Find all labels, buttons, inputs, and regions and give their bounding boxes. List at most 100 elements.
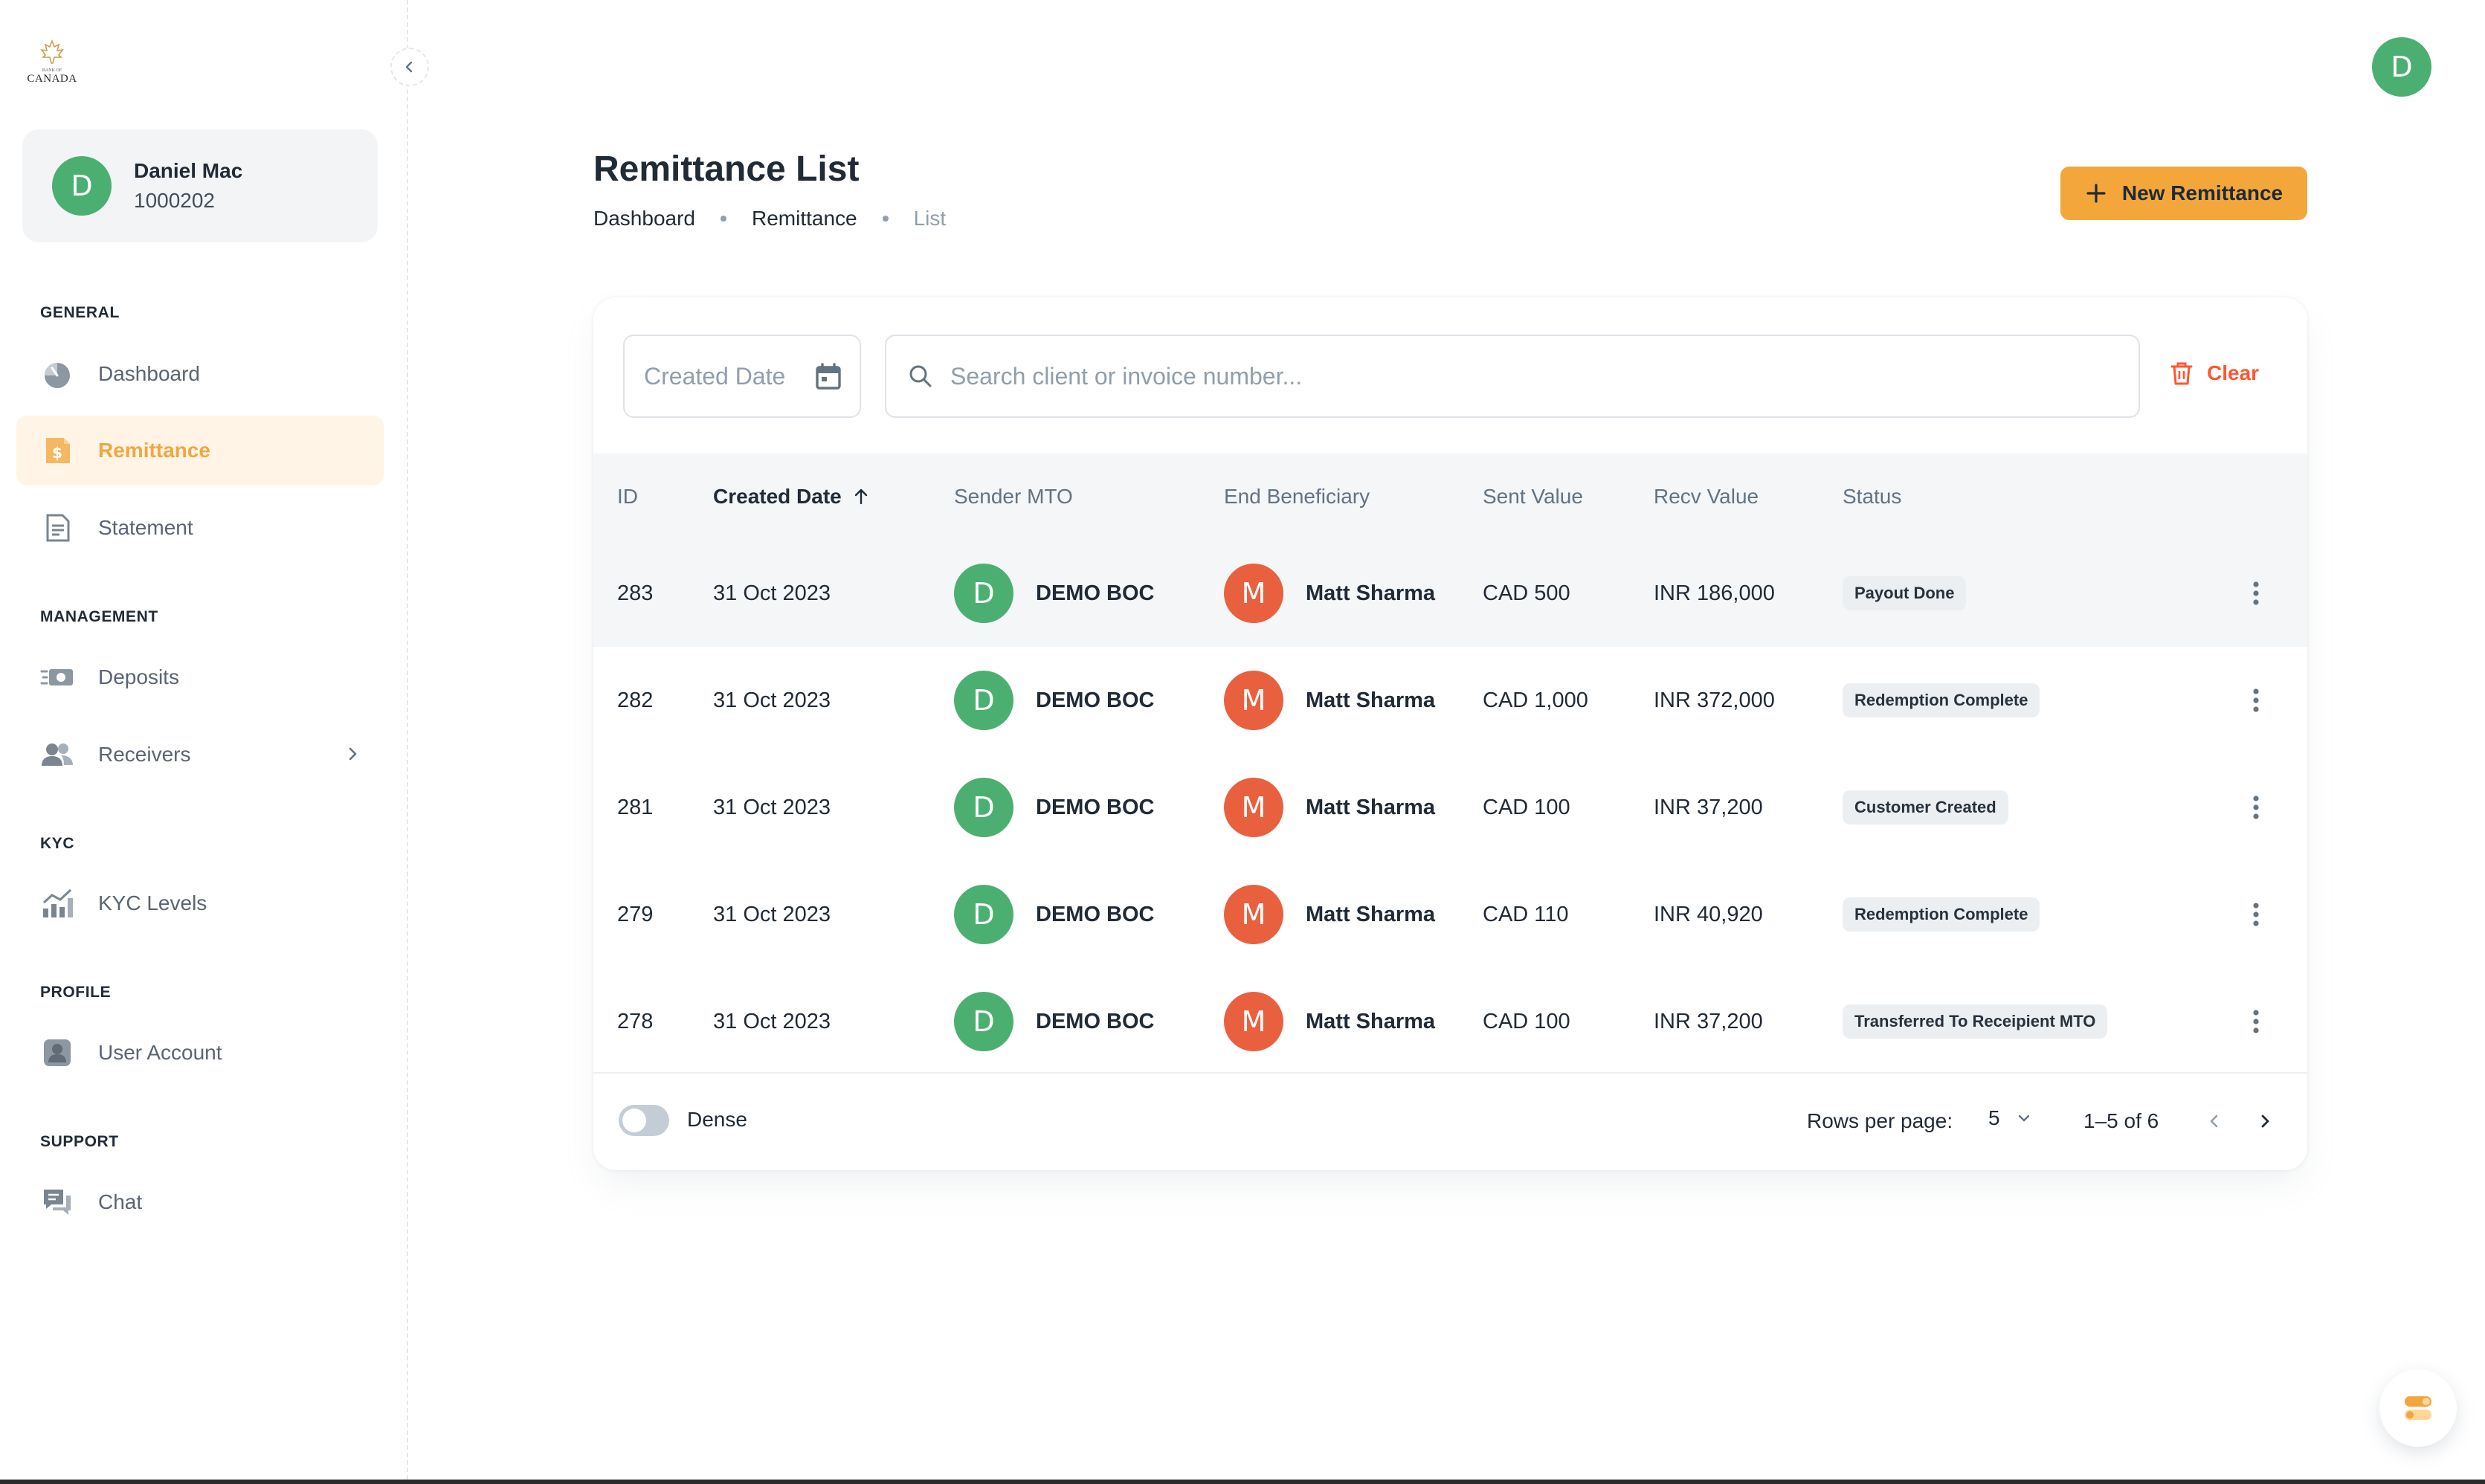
more-vertical-icon [2253,688,2259,712]
row-actions-button[interactable] [2237,1002,2275,1041]
beneficiary-name: Matt Sharma [1306,902,1436,926]
rows-per-page-select[interactable]: 5 [1988,1106,2033,1130]
nav-label-user-account: User Account [98,1041,222,1064]
nav-item-user-account[interactable]: User Account [16,1018,384,1088]
user-icon [40,1036,74,1070]
more-vertical-icon [2253,796,2259,819]
column-sender-mto[interactable]: Sender MTO [954,485,1073,508]
nav-item-chat[interactable]: Chat [16,1167,384,1237]
table-row[interactable]: 282 31 Oct 2023 D DEMO BOC M Matt Sharma… [593,647,2307,754]
table-row[interactable]: 279 31 Oct 2023 D DEMO BOC M Matt Sharma… [593,861,2307,968]
row-actions-button[interactable] [2237,681,2275,720]
sender-name: DEMO BOC [1036,581,1155,605]
column-created-date[interactable]: Created Date [713,485,871,509]
analytics-icon [40,886,74,920]
plus-icon [2086,184,2106,203]
cell-status: Redemption Complete [1843,647,2040,754]
cell-sent-value: CAD 500 [1483,581,1570,605]
cell-sender-mto: D DEMO BOC [954,754,1155,861]
nav-label-deposits: Deposits [98,665,179,688]
row-actions-button[interactable] [2237,574,2275,613]
column-recv-value[interactable]: Recv Value [1654,485,1759,508]
money-icon [40,660,74,694]
invoice-icon: $ [40,433,74,468]
rows-per-page-label: Rows per page: [1807,1109,1953,1132]
settings-button[interactable] [2379,1370,2457,1447]
breadcrumb-dashboard[interactable]: Dashboard [593,207,695,230]
sender-name: DEMO BOC [1036,1009,1155,1033]
row-actions-button[interactable] [2237,788,2275,827]
cell-end-beneficiary: M Matt Sharma [1224,540,1435,647]
column-end-beneficiary[interactable]: End Beneficiary [1224,485,1370,508]
nav-section-profile: PROFILE [40,984,112,1001]
beneficiary-name: Matt Sharma [1306,1009,1436,1033]
account-avatar[interactable]: D [2372,37,2431,97]
users-icon [40,738,74,772]
sidebar: BANK OF CANADA D Daniel Mac 1000202 GENE… [0,0,408,1480]
column-status[interactable]: Status [1843,485,1902,508]
previous-page-button[interactable] [2195,1102,2234,1141]
nav-label-receivers: Receivers [98,743,191,766]
created-date-filter[interactable]: Created Date [623,335,861,418]
nav-section-kyc: KYC [40,835,75,852]
user-card[interactable]: D Daniel Mac 1000202 [22,129,378,242]
dense-toggle[interactable] [619,1105,669,1136]
table-row[interactable]: 278 31 Oct 2023 D DEMO BOC M Matt Sharma… [593,968,2307,1075]
more-vertical-icon [2253,1010,2259,1033]
cell-status: Transferred To Receipient MTO [1843,968,2108,1075]
status-badge: Redemption Complete [1843,897,2040,932]
beneficiary-avatar: M [1224,778,1283,837]
cell-sender-mto: D DEMO BOC [954,540,1155,647]
cell-status: Customer Created [1843,754,2008,861]
chevron-right-icon [342,743,363,764]
cell-id: 282 [617,688,654,712]
remittance-table-card: Created Date Clear ID Created Date Sende… [593,297,2307,1170]
beneficiary-avatar: M [1224,885,1283,944]
search-icon [909,365,932,387]
search-input[interactable] [950,362,2066,390]
more-vertical-icon [2253,903,2259,926]
breadcrumb-remittance[interactable]: Remittance [751,207,857,230]
beneficiary-avatar: M [1224,671,1283,730]
svg-text:$: $ [52,444,62,462]
collapse-sidebar-button[interactable] [390,48,429,86]
cell-created-date: 31 Oct 2023 [713,902,831,926]
nav-item-deposits[interactable]: Deposits [16,642,384,712]
table-row[interactable]: 283 31 Oct 2023 D DEMO BOC M Matt Sharma… [593,540,2307,647]
status-badge: Transferred To Receipient MTO [1843,1004,2108,1039]
nav-item-statement[interactable]: Statement [16,493,384,563]
clear-filters-button[interactable]: Clear [2168,360,2259,387]
new-remittance-label: New Remittance [2121,181,2283,204]
brand-logo[interactable]: BANK OF CANADA [27,39,77,88]
nav-item-remittance[interactable]: $ Remittance [16,416,384,485]
user-avatar: D [52,156,112,216]
cell-status: Payout Done [1843,540,1967,647]
table-row[interactable]: 281 31 Oct 2023 D DEMO BOC M Matt Sharma… [593,754,2307,861]
nav-section-management: MANAGEMENT [40,608,158,625]
nav-label-statement: Statement [98,516,193,539]
chevron-right-icon [2261,1114,2269,1128]
nav-section-general: GENERAL [40,304,120,321]
cell-recv-value: INR 186,000 [1654,581,1775,605]
sender-avatar: D [954,778,1013,837]
cell-recv-value: INR 372,000 [1654,688,1775,712]
nav-item-dashboard[interactable]: Dashboard [16,339,384,409]
cell-recv-value: INR 37,200 [1654,1009,1763,1033]
more-vertical-icon [2253,581,2259,605]
calendar-icon[interactable] [813,361,843,391]
nav-item-receivers[interactable]: Receivers [16,720,384,790]
logo-text: CANADA [27,73,77,85]
toggle-knob [622,1109,646,1132]
cell-sent-value: CAD 1,000 [1483,688,1588,712]
new-remittance-button[interactable]: New Remittance [2060,167,2307,220]
row-actions-button[interactable] [2237,895,2275,934]
column-id[interactable]: ID [617,485,638,508]
arrow-up-icon [854,488,867,505]
next-page-button[interactable] [2246,1102,2284,1141]
breadcrumb-separator [720,216,726,222]
search-field[interactable] [885,335,2140,418]
nav-item-kyc-levels[interactable]: KYC Levels [16,868,384,938]
cell-sender-mto: D DEMO BOC [954,647,1155,754]
nav-label-remittance: Remittance [98,439,210,462]
column-sent-value[interactable]: Sent Value [1483,485,1583,508]
